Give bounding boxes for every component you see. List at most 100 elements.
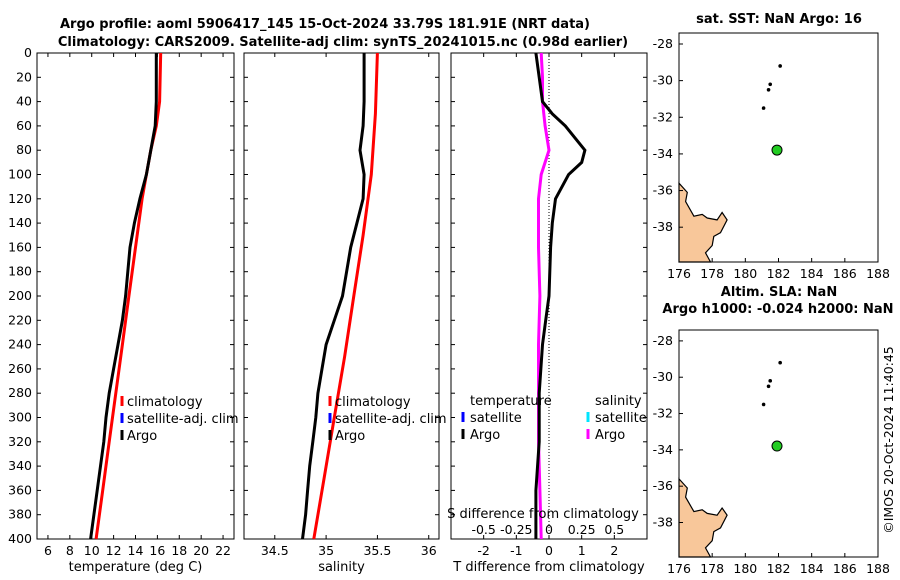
x-tick-label: 1	[578, 543, 586, 558]
legend-header-salinity: salinity	[595, 394, 642, 409]
x-tick-label: 35.5	[363, 543, 391, 558]
y-tick-label: 120	[8, 191, 32, 206]
x-tick-label: 2	[610, 543, 618, 558]
climatology-line	[312, 52, 379, 540]
track-point	[778, 360, 782, 365]
argo-line	[89, 53, 158, 540]
legend-label: Argo	[127, 429, 157, 444]
y-tick-label: 80	[16, 142, 32, 157]
x-axis-label: T difference from climatology	[452, 560, 645, 575]
y-tick-label: 160	[8, 239, 32, 254]
y-tick-label: 60	[16, 118, 32, 133]
x-tick-label: 35	[318, 543, 334, 558]
y-tick-label: 140	[8, 215, 32, 230]
y-tick-label: 100	[8, 167, 32, 182]
top-tick-label: -0.25	[500, 522, 532, 537]
x-tick-label: 22	[215, 543, 231, 558]
top-tick-label: -0.5	[471, 522, 495, 537]
sla-map-title: Altim. SLA: NaN	[721, 285, 837, 300]
plot-frame	[36, 52, 235, 540]
map-x-tick-label: 188	[866, 561, 890, 576]
sst-map-title: sat. SST: NaN Argo: 16	[696, 12, 862, 27]
difference-axes: -2 -1 0 1 2 T difference from climatology S di…	[447, 52, 648, 575]
title-line2: Climatology: CARS2009. Satellite-adj cli…	[58, 35, 628, 50]
map-y-tick-label: -32	[653, 406, 673, 421]
map-y-tick-label: -32	[653, 109, 673, 124]
y-tick-label: 0	[24, 45, 32, 60]
map-x-tick-label: 180	[733, 561, 757, 576]
land-mass	[678, 477, 728, 558]
legend-label: satellite	[470, 411, 522, 426]
sst-map-axes: 176 178 180 182 184 186 188 -28 -30 -32 -34 -36 -38	[653, 32, 890, 281]
y-tick-label: 200	[8, 288, 32, 303]
map-y-tick-label: -30	[653, 369, 673, 384]
y-tick-label: 360	[8, 482, 32, 497]
legend-header-temperature: temperature	[470, 394, 552, 409]
map-x-tick-label: 178	[700, 561, 724, 576]
map-x-tick-label: 184	[800, 266, 824, 281]
x-tick-label: 10	[84, 543, 100, 558]
map-y-tick-label: -28	[653, 333, 673, 348]
y-tick-label: 280	[8, 385, 32, 400]
map-x-tick-label: 176	[667, 561, 691, 576]
x-tick-label: 20	[193, 543, 209, 558]
x-axis-label: salinity	[318, 560, 365, 575]
map-y-tick-label: -36	[653, 478, 673, 493]
map-x-tick-label: 180	[733, 266, 757, 281]
legend-label: satellite-adj. clim	[335, 412, 447, 427]
top-tick-label: 0.5	[604, 522, 624, 537]
map-x-tick-label: 182	[767, 266, 791, 281]
y-tick-label: 240	[8, 337, 32, 352]
map-x-tick-label: 186	[833, 266, 857, 281]
track-point	[768, 82, 773, 87]
y-tick-label: 260	[8, 361, 32, 376]
top-tick-label: 0	[545, 522, 553, 537]
map-y-tick-label: -36	[653, 183, 673, 198]
x-tick-label: 34.5	[261, 543, 289, 558]
legend-label: climatology	[127, 395, 203, 410]
x-tick-label: -2	[477, 543, 489, 558]
y-tick-label: 220	[8, 312, 32, 327]
imos-timestamp: ©IMOS 20-Oct-2024 11:40:45	[881, 346, 896, 534]
title-line1: Argo profile: aoml 5906417_145 15-Oct-20…	[60, 17, 590, 32]
track-point	[761, 106, 766, 110]
temperature-difference-line	[534, 52, 587, 539]
argo-line	[301, 53, 366, 540]
salinity-axes: 34.5 35 35.5 36 salinity climatology satellite…	[243, 52, 447, 575]
top-tick-label: 0.25	[568, 522, 596, 537]
y-tick-label: 400	[8, 531, 32, 546]
y-tick-label: 40	[16, 94, 32, 109]
legend-label: climatology	[335, 395, 411, 410]
legend-label: Argo	[470, 428, 500, 443]
map-x-tick-label: 184	[800, 561, 824, 576]
map-x-tick-label: 188	[866, 266, 890, 281]
x-tick-label: 36	[421, 543, 437, 558]
track-point	[768, 379, 773, 383]
map-x-tick-label: 178	[700, 266, 724, 281]
y-tick-label: 320	[8, 434, 32, 449]
x-tick-label: 8	[66, 543, 74, 558]
legend-label: satellite	[595, 411, 647, 426]
legend-label: satellite-adj. clim	[127, 412, 239, 427]
x-tick-label: 0	[545, 543, 553, 558]
map-x-tick-label: 182	[767, 561, 791, 576]
x-tick-label: 6	[44, 543, 52, 558]
x-tick-label: -1	[510, 543, 522, 558]
map-x-tick-label: 186	[833, 561, 857, 576]
x-tick-label: 18	[171, 543, 187, 558]
track-point	[761, 402, 766, 407]
x-tick-label: 14	[128, 543, 144, 558]
sla-map-axes: 176 178 180 182 184 186 188 -28 -30 -32 -34 -36 -38	[653, 329, 890, 576]
x-tick-label: 16	[149, 543, 165, 558]
legend-label: Argo	[335, 429, 365, 444]
temperature-axes: 0 20 40 60 80 100 120 140 160 180 200 220 240 260 280 3…	[8, 45, 238, 575]
track-point	[766, 384, 771, 389]
y-tick-label: 20	[16, 69, 32, 84]
x-tick-label: 12	[106, 543, 122, 558]
map-y-tick-label: -38	[653, 219, 673, 234]
x-axis-label: temperature (deg C)	[69, 560, 203, 575]
track-point	[766, 87, 771, 92]
y-tick-label: 300	[8, 410, 32, 425]
map-y-tick-label: -34	[653, 442, 673, 457]
